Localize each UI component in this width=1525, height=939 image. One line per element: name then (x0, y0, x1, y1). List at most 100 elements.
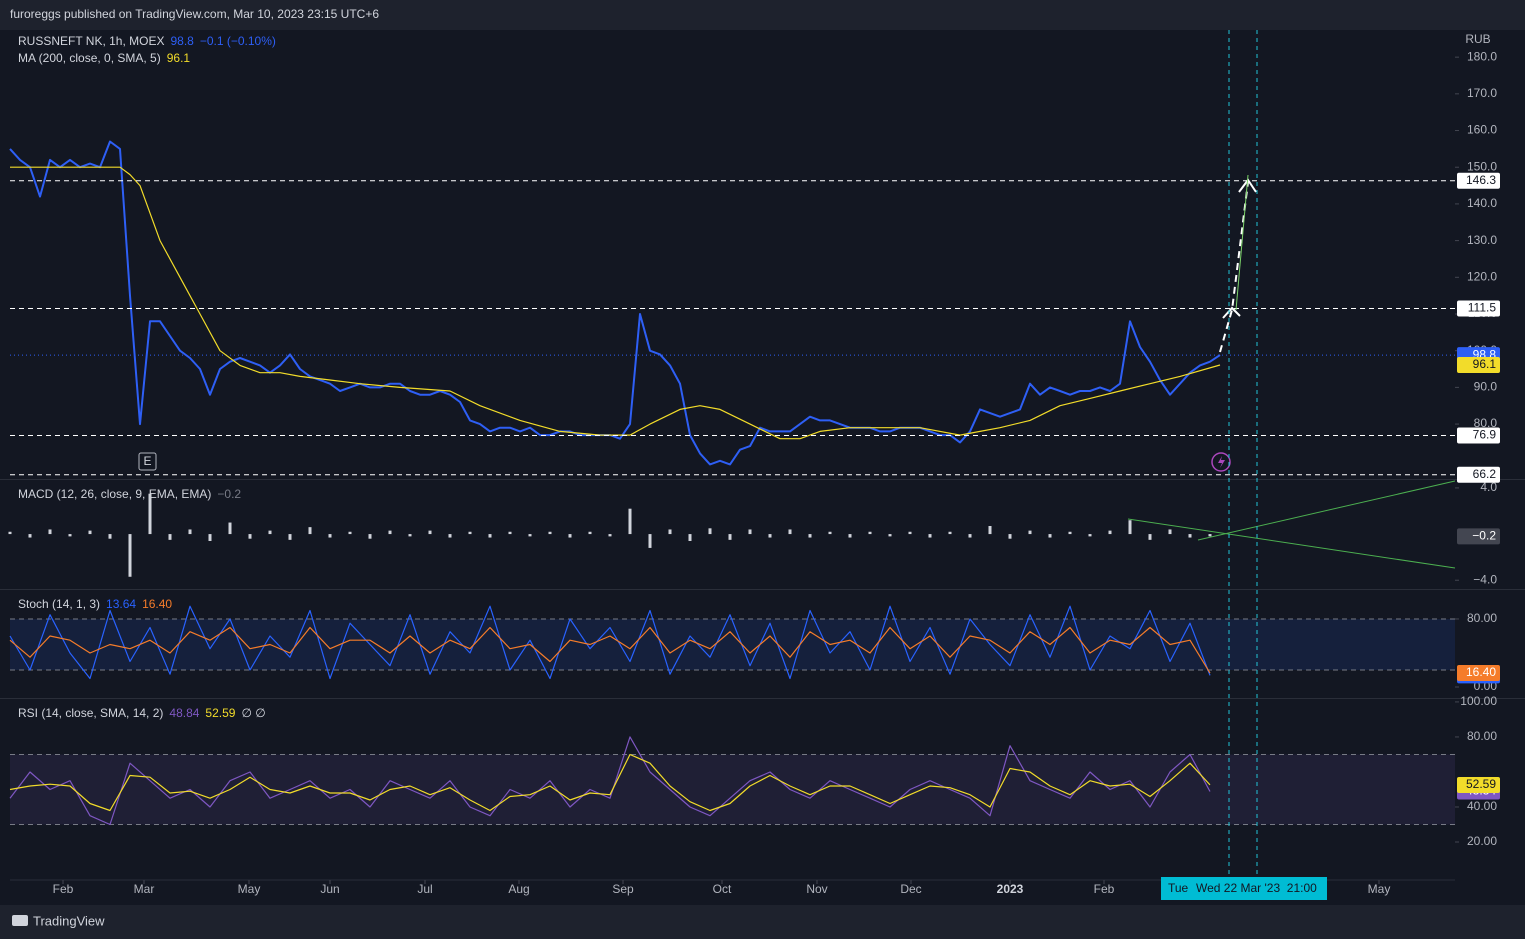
price-badge-box (1457, 356, 1500, 373)
crosshair-day: Tue (1168, 881, 1189, 895)
x-tick-label: Aug (508, 882, 529, 896)
price-badge: 146.3 (1457, 172, 1500, 189)
histogram-bar (448, 534, 452, 538)
x-tick-label: May (238, 882, 261, 896)
top-bar (0, 0, 1525, 30)
price-badge-label: 66.2 (1473, 467, 1497, 481)
y-tick-label: 180.0 (1467, 49, 1497, 63)
histogram-bar (508, 531, 512, 535)
legend-text: −0.2 (217, 487, 241, 501)
x-tick-label: Jul (417, 882, 432, 896)
histogram-bar (108, 534, 112, 539)
event-icon[interactable] (1211, 452, 1231, 472)
y-tick-label: 160.0 (1467, 123, 1497, 137)
price-badge-box (1457, 427, 1500, 444)
earnings-marker[interactable]: E (138, 452, 157, 471)
histogram-bar (588, 531, 592, 535)
histogram-bar (1068, 531, 1072, 535)
price-badge-label: 146.3 (1466, 173, 1496, 187)
histogram-bar (848, 534, 852, 538)
x-tick-label: Jun (320, 882, 339, 896)
y-tick-label: 130.0 (1467, 233, 1497, 247)
histogram-bar (308, 527, 312, 535)
histogram-bar (648, 534, 652, 548)
x-tick-label: Sep (612, 882, 634, 896)
histogram-bar (948, 531, 952, 535)
histogram-bar (868, 531, 872, 535)
histogram-bar (168, 534, 172, 540)
histogram-bar (1168, 529, 1172, 535)
histogram-bar (348, 531, 352, 535)
histogram-bar (808, 534, 812, 538)
histogram-bar (768, 534, 772, 538)
histogram-bar (248, 534, 252, 539)
price-badge-label: 52.59 (1466, 777, 1496, 791)
histogram-bar (88, 530, 92, 535)
plot-layer: Feb Mar May Jun Jul Aug Sep Oct Nov Dec 2023 Feb May… (0, 32, 1525, 896)
histogram-bar (568, 534, 572, 538)
y-tick-label: 120.0 (1467, 269, 1497, 283)
histogram-bar (148, 493, 152, 535)
x-tick-label: Dec (900, 882, 921, 896)
legend-text: −0.1 (−0.10%) (200, 34, 276, 48)
band-fill (10, 618, 1455, 670)
legend-text: 13.64 (106, 597, 136, 611)
series-line (9, 626, 1211, 674)
footer-brand: TradingView (33, 913, 105, 928)
x-tick-label: May (1368, 882, 1391, 896)
x-tick-label: Nov (806, 882, 827, 896)
legend-text: Stoch (14, 1, 3) (18, 597, 100, 611)
legend-text: 96.1 (167, 51, 191, 65)
series-line (9, 736, 1211, 826)
price-badge-box (1457, 466, 1500, 483)
price-badge: 96.1 (1457, 356, 1500, 373)
price-badge-box (1457, 300, 1500, 317)
histogram-bar (548, 531, 552, 535)
histogram-bar (8, 531, 12, 535)
series-line (9, 140, 1221, 466)
crosshair-date: Wed 22 Mar '23 21:00 (1196, 881, 1317, 895)
histogram-bar (1088, 534, 1092, 537)
histogram-bar (708, 528, 712, 535)
histogram-bar (1028, 530, 1032, 535)
crosshair: Tue Wed 22 Mar '23 21:00 (1161, 30, 1327, 900)
histogram-bar (188, 529, 192, 535)
histogram-bar (608, 534, 612, 537)
tv-logo (12, 915, 28, 926)
publish-info: furoreggs published on TradingView.com, … (10, 7, 379, 21)
x-tick-label: Feb (1094, 882, 1115, 896)
legend-text: RUSSNEFT NK, 1h, MOEX (18, 34, 164, 48)
series-line (9, 753, 1211, 812)
series-line (10, 166, 1221, 440)
price-badge-box (1457, 776, 1500, 793)
band-fill (10, 754, 1455, 825)
y-tick-label: 40.00 (1467, 799, 1497, 813)
histogram-bar (1148, 534, 1152, 540)
y-tick-label: 80.00 (1467, 729, 1497, 743)
histogram-bar (668, 529, 672, 535)
y-tick-label: 150.0 (1467, 159, 1497, 173)
histogram-bar (368, 534, 372, 539)
histogram-bar (1008, 534, 1012, 539)
histogram-bar (688, 534, 692, 541)
histogram-bar (528, 534, 532, 537)
price-badge: 52.59 (1457, 776, 1500, 793)
histogram-bar (968, 534, 972, 538)
histogram-bar (208, 534, 212, 541)
series-line (9, 605, 1211, 680)
marker-label: E (143, 454, 151, 468)
legend-text: 98.8 (170, 34, 194, 48)
y-tick-label: 80.00 (1467, 611, 1497, 625)
histogram-bar (128, 534, 132, 577)
price-badge: −0.2 (1457, 528, 1500, 545)
price-badge-label: 76.9 (1473, 428, 1497, 442)
price-badge: 76.9 (1457, 427, 1500, 444)
histogram-bar (928, 534, 932, 538)
histogram-bar (908, 531, 912, 535)
histogram-bar (1188, 534, 1192, 538)
y-tick-label: 170.0 (1467, 86, 1497, 100)
legend-text: MACD (12, 26, close, 9, EMA, EMA) (18, 487, 211, 501)
x-tick-label: Mar (134, 882, 155, 896)
